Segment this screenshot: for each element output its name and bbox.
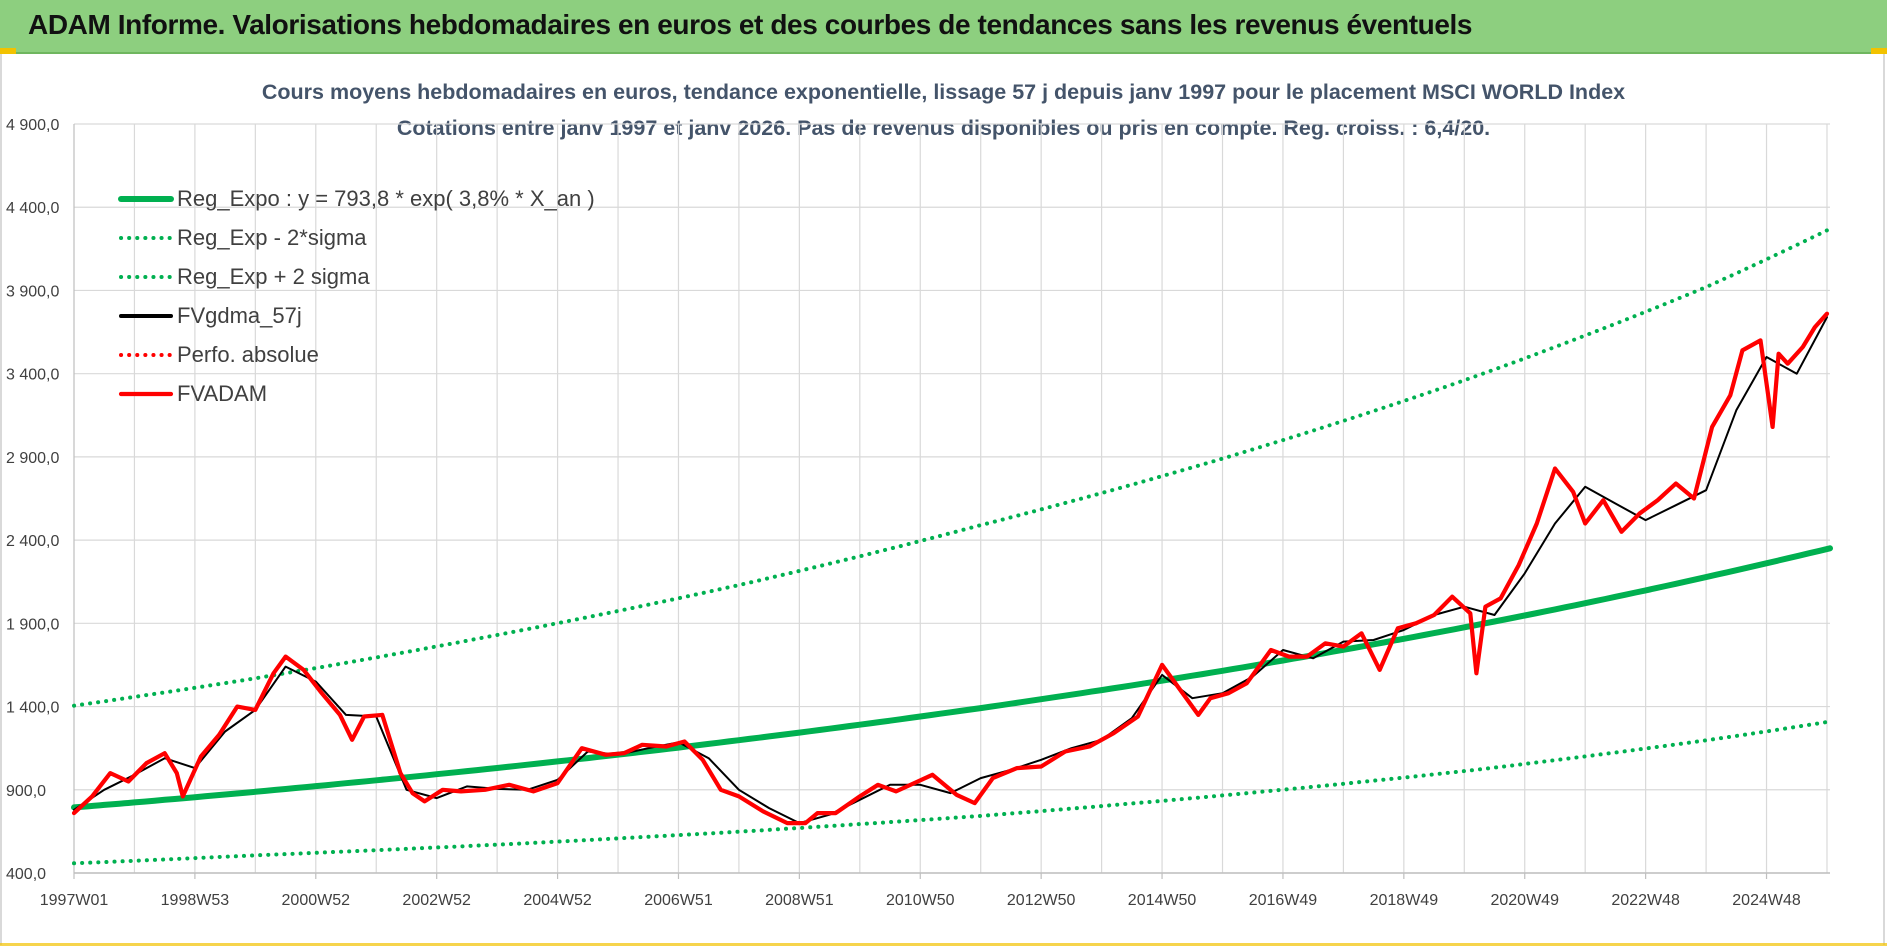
bottom-border: [0, 943, 1887, 946]
series-line-1: [72, 719, 1832, 866]
legend-swatch: [119, 275, 173, 279]
y-axis-ticks: 400,0 900,0 1 400,0 1 900,0 2 400,0 2 900,0 3 …: [6, 117, 59, 883]
corner-marker: [0, 48, 16, 54]
y-tick-label: 1 400,0: [6, 700, 59, 717]
y-tick-label: 4 900,0: [6, 117, 59, 134]
legend-swatch: [119, 353, 173, 357]
y-tick-label: 2 900,0: [6, 450, 59, 467]
x-tick-label: 2024W48: [1732, 892, 1801, 909]
series-line-3: [73, 316, 1828, 825]
chart-frame: [0, 54, 1885, 945]
x-tick-label: 2016W49: [1249, 892, 1318, 909]
x-tick-label: 1997W01: [40, 892, 109, 909]
legend-label: Reg_Exp - 2*sigma: [177, 225, 367, 250]
gridlines: [73, 123, 1830, 874]
legend-swatch: [119, 236, 173, 240]
x-tick-label: 2010W50: [886, 892, 955, 909]
y-tick-label: 3 900,0: [6, 283, 59, 300]
legend-label: FVgdma_57j: [177, 303, 302, 328]
chart-title: Cours moyens hebdomadaires en euros, ten…: [261, 80, 1626, 104]
y-tick-label: 3 400,0: [6, 367, 59, 384]
legend-label: FVADAM: [177, 381, 268, 406]
x-tick-label: 2006W51: [644, 892, 713, 909]
legend-label: Perfo. absolue: [177, 342, 319, 367]
legend-swatch: [118, 391, 174, 397]
x-tick-label: 2020W49: [1490, 892, 1559, 909]
x-tick-label: 1998W53: [161, 892, 230, 909]
legend-swatch: [119, 314, 173, 318]
series-group: [71, 226, 1833, 866]
x-tick-label: 2018W49: [1370, 892, 1439, 909]
y-tick-label: 900,0: [6, 783, 46, 800]
x-tick-label: 2000W52: [282, 892, 351, 909]
header-banner: ADAM Informe. Valorisations hebdomadaire…: [0, 0, 1887, 54]
series-line-5: [71, 311, 1830, 826]
x-tick-label: 2002W52: [402, 892, 471, 909]
y-tick-label: 400,0: [6, 866, 46, 883]
legend-label: Reg_Expo : y = 793,8 * exp( 3,8% * X_an …: [177, 186, 595, 211]
y-tick-label: 1 900,0: [6, 616, 59, 633]
legend-label: Reg_Exp + 2 sigma: [177, 264, 370, 289]
series-line-0: [71, 545, 1833, 811]
x-tick-label: 2008W51: [765, 892, 834, 909]
x-axis-ticks: 1997W01 1998W53 2000W52 2002W52 2004W52 2006W…: [40, 873, 1801, 909]
x-tick-label: 2022W48: [1611, 892, 1680, 909]
x-tick-label: 2004W52: [523, 892, 592, 909]
chart-subtitle: Cotations entre janv 1997 et janv 2026. …: [396, 116, 1491, 140]
corner-marker: [1871, 48, 1887, 54]
series-line-2: [72, 226, 1832, 708]
report-title: ADAM Informe. Valorisations hebdomadaire…: [28, 9, 1473, 40]
y-tick-label: 2 400,0: [6, 533, 59, 550]
y-tick-label: 4 400,0: [6, 200, 59, 217]
legend-swatch: [118, 196, 174, 202]
x-tick-label: 2012W50: [1007, 892, 1076, 909]
x-tick-label: 2014W50: [1128, 892, 1197, 909]
